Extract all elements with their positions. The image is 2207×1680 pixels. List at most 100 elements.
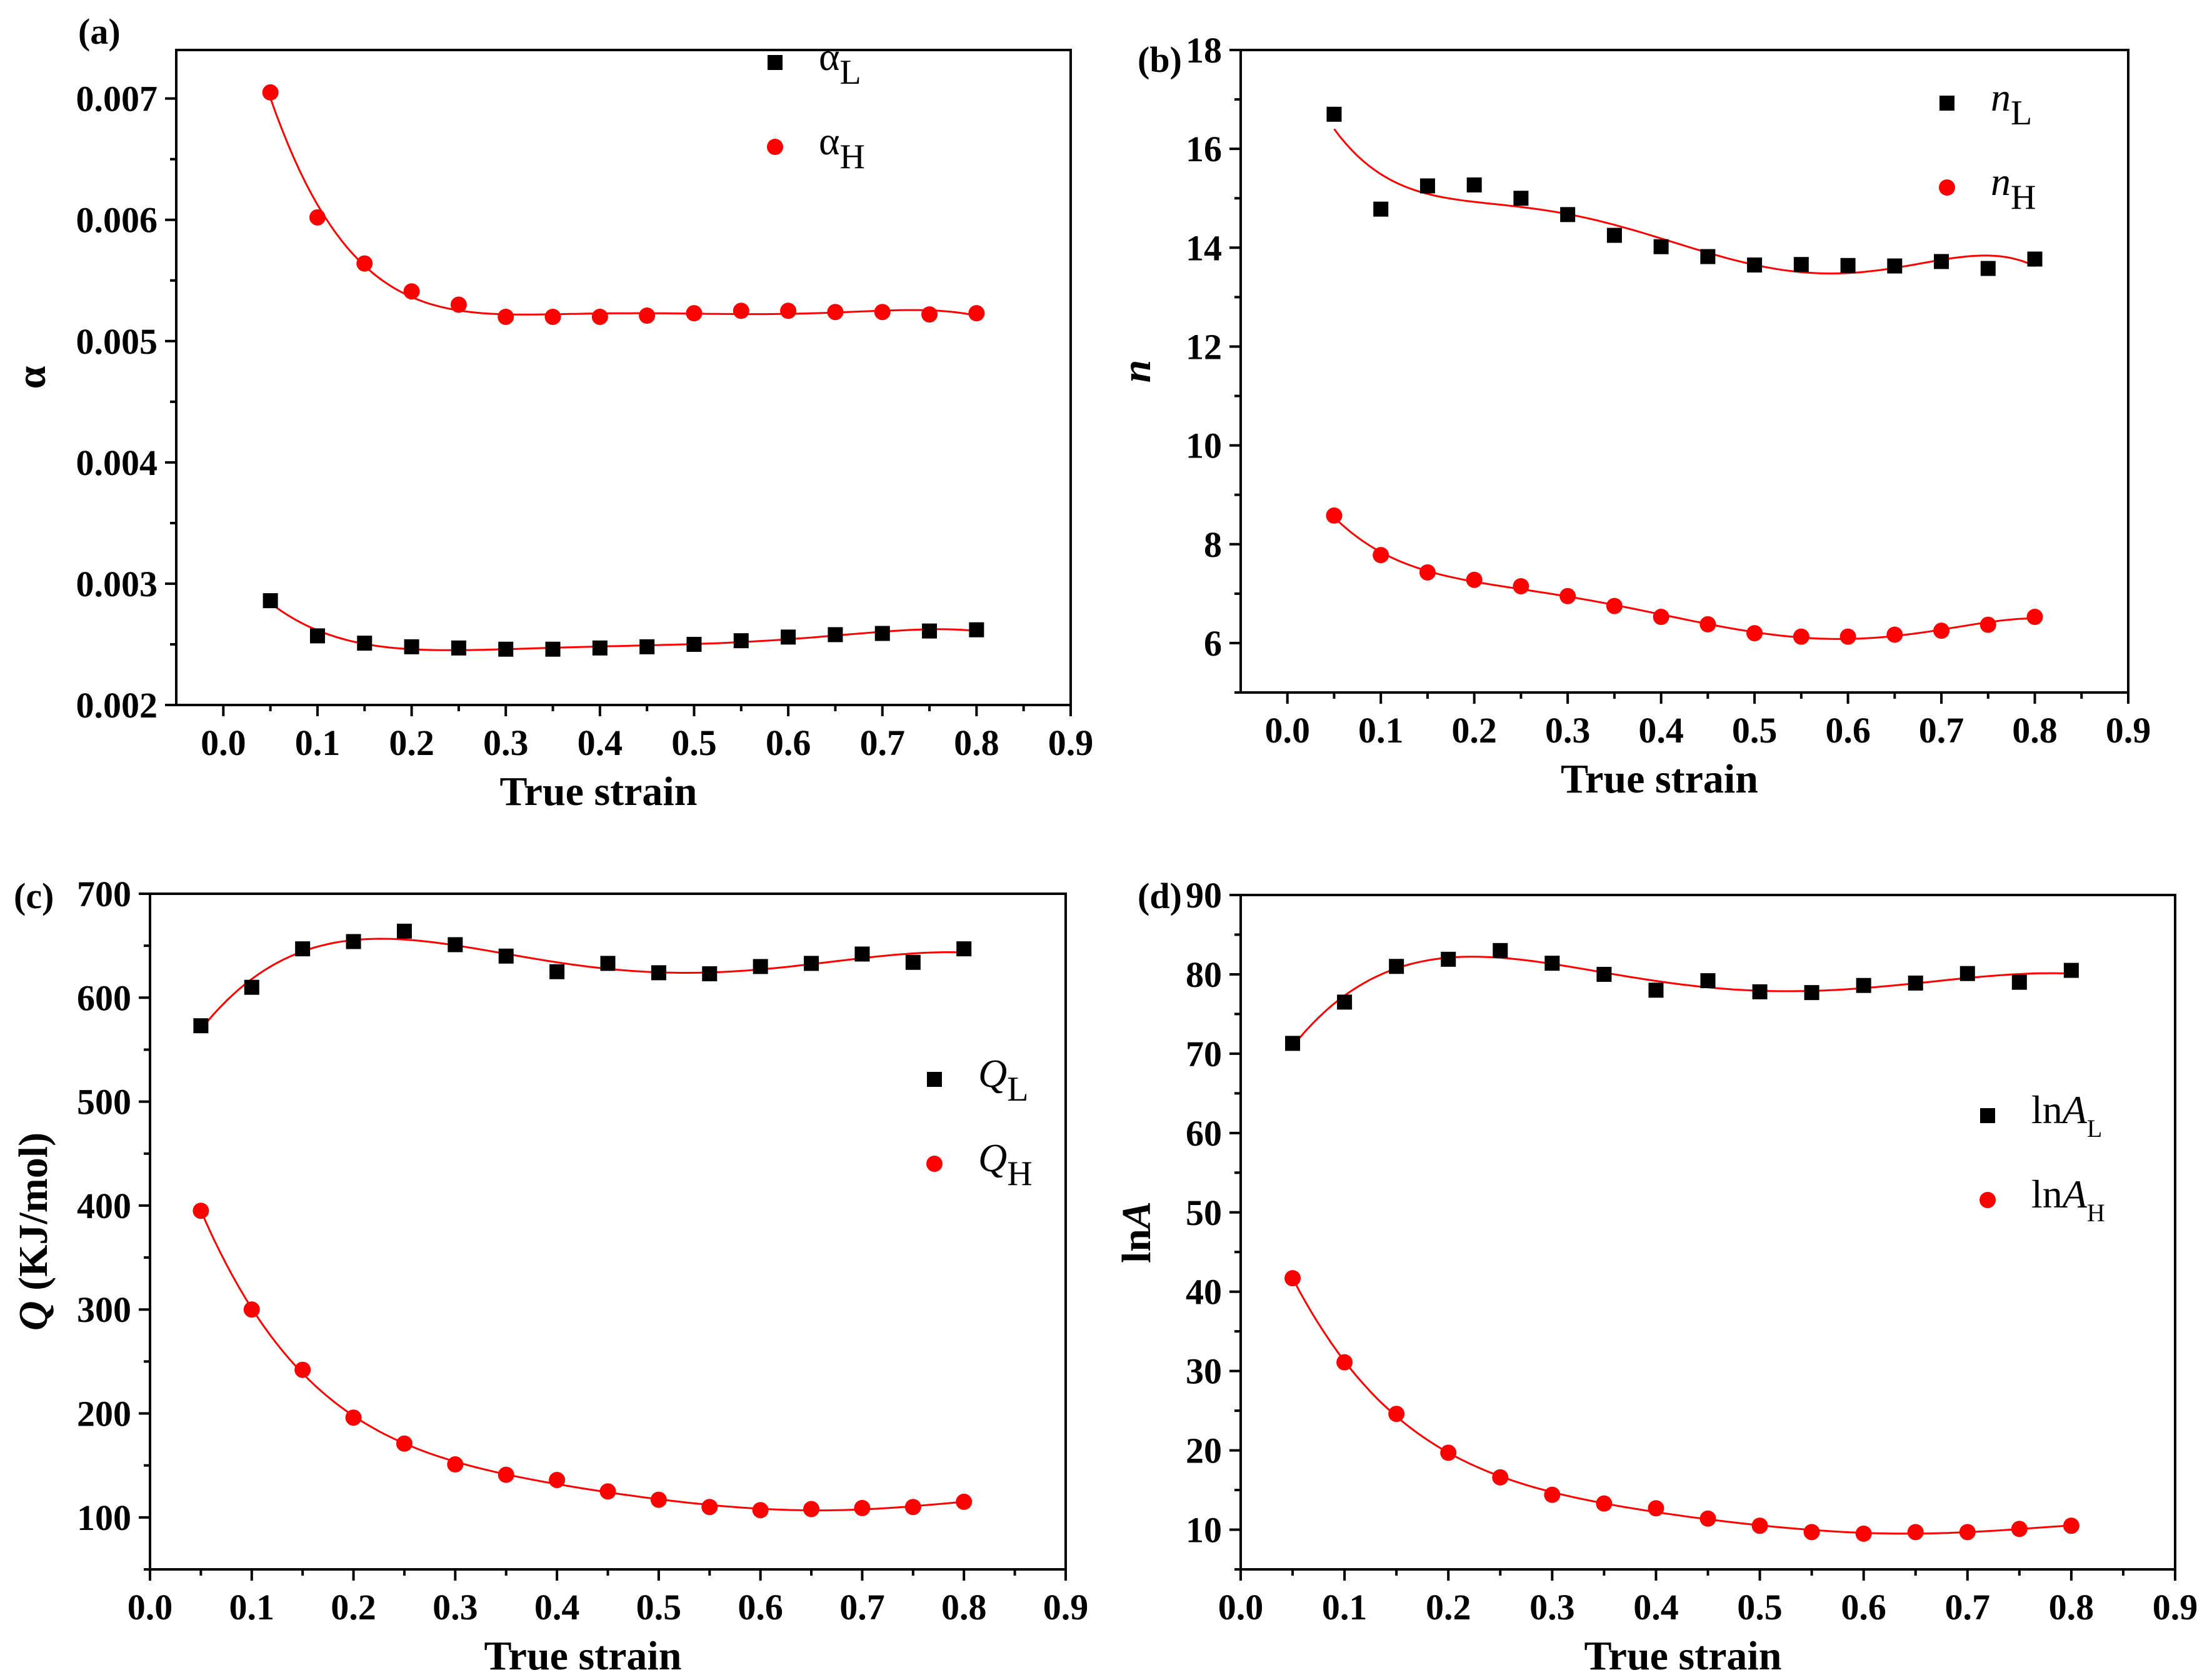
data-point-QL	[651, 965, 666, 981]
x-tick-label: 0.4	[1633, 1587, 1679, 1628]
data-point-nH	[1933, 622, 1950, 639]
data-point-αH	[780, 302, 797, 319]
data-point-lnAL	[2011, 974, 2027, 990]
y-tick-label: 20	[1186, 1431, 1222, 1471]
x-axis-label: True strain	[1561, 756, 1758, 802]
x-tick-label: 0.8	[2012, 710, 2058, 751]
y-tick-label: 6	[1204, 623, 1222, 664]
data-point-lnAH	[1492, 1469, 1509, 1486]
y-axis-label: lnA	[1114, 1201, 1159, 1263]
data-point-αL	[309, 628, 325, 644]
data-point-QH	[345, 1409, 362, 1426]
x-axis-label: True strain	[484, 1633, 682, 1679]
data-point-nL	[1887, 258, 1903, 274]
legend-label-αH: αH	[819, 119, 865, 176]
y-axis-label: n	[1114, 360, 1159, 383]
data-point-nH	[1653, 609, 1669, 626]
panel-a: 0.0 0.1 0.2 0.3 0.4 0.5 0.6 0.7 0.8 0.9 0.002 0.003…	[9, 11, 1093, 814]
data-point-αL	[263, 593, 278, 609]
x-tick-label: 0.3	[1529, 1587, 1575, 1628]
data-point-lnAL	[1804, 985, 1819, 1001]
data-point-lnAH	[2011, 1521, 2028, 1538]
y-axis-label: Q (KJ/mol)	[11, 1132, 56, 1331]
data-point-QL	[804, 956, 819, 971]
panel-c: 0.0 0.1 0.2 0.3 0.4 0.5 0.6 0.7 0.8 0.9 100 200 300 4…	[11, 874, 1088, 1679]
legend-marker-QL	[927, 1072, 942, 1087]
x-tick-label: 0.7	[839, 1587, 885, 1628]
data-point-nH	[1559, 588, 1576, 604]
y-tick-label: 8	[1204, 524, 1222, 565]
panel-b: 0.0 0.1 0.2 0.3 0.4 0.5 0.6 0.7 0.8 0.9 6 8 10 12 14 16…	[1114, 30, 2151, 802]
data-point-nH	[1513, 578, 1529, 594]
y-tick-label: 30	[1186, 1351, 1222, 1392]
data-point-QL	[295, 941, 311, 957]
x-tick-label: 0.3	[1545, 710, 1591, 751]
data-point-QL	[448, 937, 463, 952]
x-tick-label: 0.8	[2049, 1587, 2094, 1628]
data-point-lnAL	[1908, 975, 1923, 991]
data-point-αL	[733, 633, 749, 649]
data-point-αL	[545, 641, 561, 657]
data-point-αL	[451, 640, 466, 656]
y-tick-label: 300	[77, 1289, 131, 1330]
data-point-αH	[498, 308, 514, 325]
y-tick-label: 80	[1186, 954, 1222, 995]
x-tick-label: 0.5	[671, 722, 717, 763]
data-point-lnAH	[1648, 1500, 1664, 1517]
data-point-lnAH	[1855, 1525, 1872, 1542]
legend-label-QL: QL	[978, 1051, 1028, 1109]
data-point-αH	[686, 305, 703, 322]
legend-label-nL: nL	[1991, 75, 2032, 132]
data-point-QL	[905, 954, 921, 970]
data-point-QH	[447, 1456, 464, 1473]
fit-curve-nH	[1333, 516, 2035, 640]
data-point-αL	[498, 641, 514, 657]
legend-marker-QH	[926, 1156, 943, 1172]
data-point-αL	[922, 623, 938, 639]
y-tick-label: 70	[1186, 1034, 1222, 1074]
data-point-QH	[549, 1471, 566, 1488]
data-point-lnAL	[1648, 982, 1664, 998]
data-point-αH	[544, 308, 561, 325]
data-point-QH	[904, 1499, 921, 1516]
data-point-nL	[1326, 106, 1342, 122]
panel-label: (d)	[1138, 876, 1182, 916]
legend-marker-lnAH	[1979, 1192, 1996, 1208]
data-point-QL	[244, 979, 259, 995]
x-tick-label: 0.4	[1638, 710, 1684, 751]
panel-label: (a)	[78, 11, 121, 52]
plot-frame	[149, 892, 1067, 1571]
data-point-nL	[1653, 239, 1669, 254]
y-tick-label: 60	[1186, 1113, 1222, 1154]
data-point-lnAL	[1337, 994, 1353, 1010]
y-tick-label: 0.002	[76, 685, 158, 726]
y-tick-label: 700	[77, 874, 131, 914]
legend-label-lnAL: lnAL	[2031, 1088, 2102, 1142]
data-point-nH	[1699, 616, 1716, 632]
y-tick-label: 0.006	[76, 200, 158, 241]
legend-marker-αL	[768, 55, 783, 70]
data-point-lnAL	[1752, 984, 1768, 999]
data-point-αH	[262, 84, 279, 101]
data-point-nH	[1373, 547, 1389, 564]
data-point-nL	[1513, 191, 1529, 206]
data-point-lnAL	[1493, 942, 1508, 958]
data-point-nH	[1746, 625, 1763, 642]
data-point-αH	[403, 283, 420, 300]
data-point-QH	[498, 1466, 514, 1483]
x-tick-label: 0.2	[1426, 1587, 1471, 1628]
fit-curve-QL	[200, 938, 964, 1031]
data-point-lnAL	[1389, 959, 1404, 974]
x-tick-label: 0.6	[738, 1587, 783, 1628]
x-tick-label: 0.6	[766, 722, 811, 763]
data-point-nH	[1326, 507, 1343, 524]
data-point-nL	[1606, 228, 1622, 243]
plot-frame	[175, 49, 1072, 706]
x-tick-label: 0.4	[578, 722, 623, 763]
x-tick-label: 0.1	[229, 1587, 275, 1628]
data-point-nL	[1373, 201, 1389, 217]
x-tick-label: 0.9	[2106, 710, 2151, 751]
y-tick-label: 50	[1186, 1192, 1222, 1233]
data-point-lnAL	[1544, 956, 1560, 971]
data-point-nL	[1466, 177, 1482, 192]
